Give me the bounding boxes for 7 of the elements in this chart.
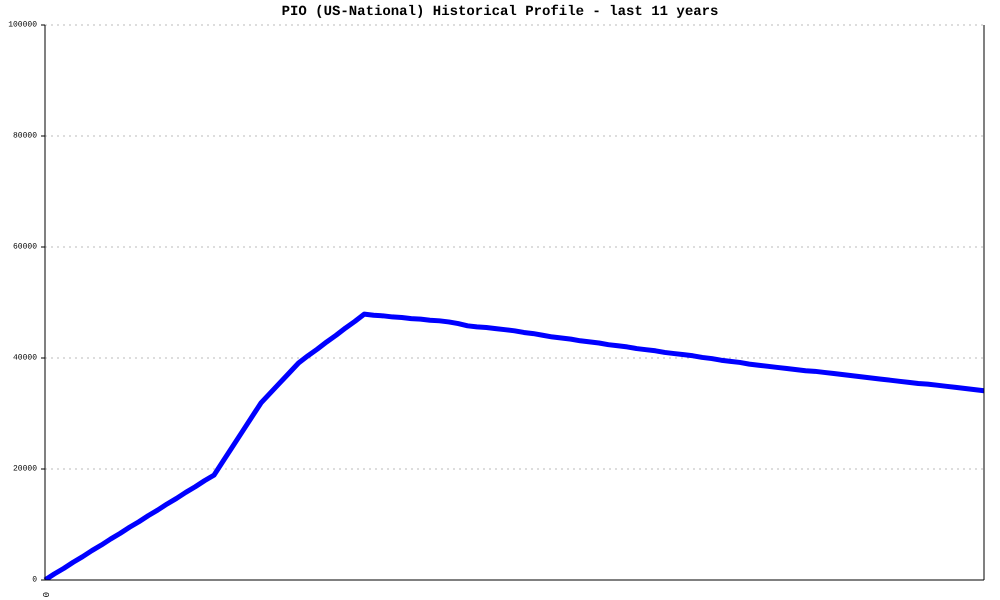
y-tick-label: 100000 (8, 20, 38, 30)
y-tick-label: 20000 (12, 464, 38, 474)
y-tick-label: 80000 (12, 132, 38, 140)
chart-title: PIO (US-National) Historical Profile - last 11 years (280, 4, 720, 20)
y-tick-label: 0 (32, 576, 38, 584)
y-tick-label: 40000 (12, 354, 38, 362)
y-tick-label: 60000 (12, 242, 38, 252)
